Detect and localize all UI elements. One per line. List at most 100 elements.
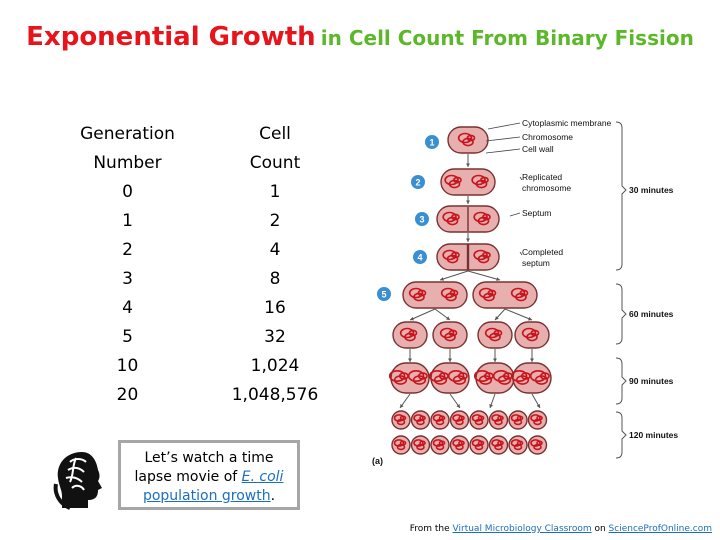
leader-line bbox=[519, 251, 523, 256]
chromosome-squiggle bbox=[432, 414, 446, 426]
population-growth-link[interactable]: population growth bbox=[142, 488, 271, 504]
step-number-label: 1 bbox=[429, 138, 434, 148]
chromosome-squiggle bbox=[452, 414, 465, 426]
step-number-label: 2 bbox=[415, 178, 420, 188]
bacterial-cell bbox=[508, 410, 528, 430]
chromosome-squiggle bbox=[457, 132, 476, 147]
leader-line bbox=[519, 176, 523, 181]
step-number-label: 4 bbox=[417, 253, 422, 263]
bacterial-cell bbox=[410, 410, 431, 430]
thinking-head-icon bbox=[53, 452, 102, 510]
chromosome-squiggle bbox=[471, 174, 489, 189]
bacterial-cell bbox=[477, 321, 513, 349]
chromosome-squiggle bbox=[530, 414, 543, 426]
footer-prefix: From the bbox=[409, 524, 453, 534]
table-row: 20 1,048,576 bbox=[30, 385, 350, 413]
chromosome-squiggle bbox=[439, 327, 458, 342]
arrows-layer bbox=[399, 154, 541, 409]
bacterial-cell bbox=[510, 362, 552, 394]
arrowhead bbox=[466, 200, 470, 204]
leader-line bbox=[485, 148, 521, 154]
division-arrow bbox=[409, 308, 436, 321]
generation-value: 4 bbox=[122, 298, 133, 318]
time-bracket bbox=[615, 357, 627, 405]
title-main: Exponential Growth bbox=[26, 22, 316, 52]
scienceprofonline-link[interactable]: ScienceProfOnline.com bbox=[608, 524, 712, 534]
step-number-circle bbox=[425, 135, 439, 149]
arrowhead bbox=[466, 163, 470, 167]
arrowhead bbox=[456, 404, 460, 408]
chromosome-squiggle bbox=[510, 414, 524, 426]
callout-suffix: . bbox=[270, 488, 276, 504]
step-number-circle bbox=[413, 250, 427, 264]
bacterial-cell bbox=[472, 281, 538, 309]
division-arrow bbox=[504, 308, 533, 321]
arrowhead bbox=[448, 358, 452, 362]
leader-line bbox=[509, 212, 521, 217]
movie-callout-box: Let’s watch a time lapse movie of E. col… bbox=[118, 440, 300, 510]
cell-count-value: 1 bbox=[269, 182, 281, 202]
chromosome-squiggle bbox=[407, 370, 428, 385]
footer-middle: on bbox=[591, 524, 609, 534]
arrowhead bbox=[493, 358, 497, 362]
table-header-row-1: Generation Cell bbox=[30, 124, 350, 152]
chromosome-squiggle bbox=[413, 414, 426, 426]
step-number-circle bbox=[415, 212, 429, 226]
chromosome-squiggle bbox=[529, 370, 550, 385]
table-header-row-2: Number Count bbox=[30, 153, 350, 181]
arrowhead bbox=[530, 358, 534, 362]
virtual-microbiology-link[interactable]: Virtual Microbiology Classroom bbox=[452, 524, 592, 534]
bacterial-cell bbox=[447, 126, 489, 154]
step-number-circle bbox=[377, 287, 391, 301]
bacterial-cell bbox=[430, 410, 450, 430]
division-arrow bbox=[439, 270, 469, 281]
time-bracket bbox=[615, 411, 627, 459]
chromosome-squiggle bbox=[408, 287, 427, 302]
generation-value: 2 bbox=[122, 240, 133, 260]
chromosome-squiggle bbox=[491, 439, 504, 451]
cell-count-value: 2 bbox=[269, 211, 281, 231]
arrowhead bbox=[528, 316, 532, 321]
time-bracket bbox=[615, 283, 627, 345]
bacterial-cell bbox=[488, 435, 509, 455]
part-label: Replicated bbox=[522, 172, 562, 182]
bacterial-cell bbox=[432, 321, 468, 349]
bacterial-cell bbox=[488, 410, 509, 430]
part-label: Cell wall bbox=[522, 144, 554, 154]
chromosome-squiggle bbox=[473, 211, 491, 226]
bacterial-cell bbox=[440, 168, 496, 196]
bacterial-cell bbox=[514, 321, 550, 349]
bacterial-cell bbox=[473, 362, 515, 394]
source-footer: From the Virtual Microbiology Classroom … bbox=[410, 524, 712, 534]
bacterial-cell bbox=[430, 435, 450, 455]
chromosome-squiggle bbox=[510, 439, 524, 451]
chromosome-squiggle bbox=[452, 439, 465, 451]
callout-prefix: lapse movie of bbox=[134, 469, 242, 485]
time-label: 120 minutes bbox=[629, 430, 678, 440]
chromosome-squiggle bbox=[393, 414, 407, 426]
ecoli-movie-link[interactable]: E. coli bbox=[241, 469, 284, 485]
generation-value: 20 bbox=[116, 385, 139, 405]
bacterial-cell bbox=[391, 410, 411, 430]
labels-layer: 1 2 3 4 5 Cytoplasmic membrane Chromosome Cell … bbox=[372, 118, 612, 466]
division-arrow bbox=[467, 270, 501, 281]
table-row: 4 16 bbox=[30, 298, 350, 326]
bacterial-cell bbox=[410, 435, 431, 455]
generation-value: 0 bbox=[122, 182, 133, 202]
arrowhead bbox=[466, 238, 470, 242]
cell-count-value: 1,048,576 bbox=[231, 385, 319, 405]
generation-value: 5 bbox=[122, 327, 133, 347]
arrowhead bbox=[489, 404, 493, 408]
callout-line-3: population growth. bbox=[121, 487, 297, 506]
bacterial-cell bbox=[508, 435, 528, 455]
header-generation: Generation bbox=[80, 124, 175, 144]
chromosome-squiggle bbox=[491, 414, 504, 426]
chromosome-squiggle bbox=[444, 174, 462, 189]
arrowhead bbox=[400, 404, 404, 408]
time-bracket bbox=[615, 121, 627, 271]
table-row: 10 1,024 bbox=[30, 356, 350, 384]
bacterial-cell bbox=[449, 435, 470, 455]
bacterial-cell bbox=[449, 410, 470, 430]
arrowhead bbox=[536, 404, 540, 408]
